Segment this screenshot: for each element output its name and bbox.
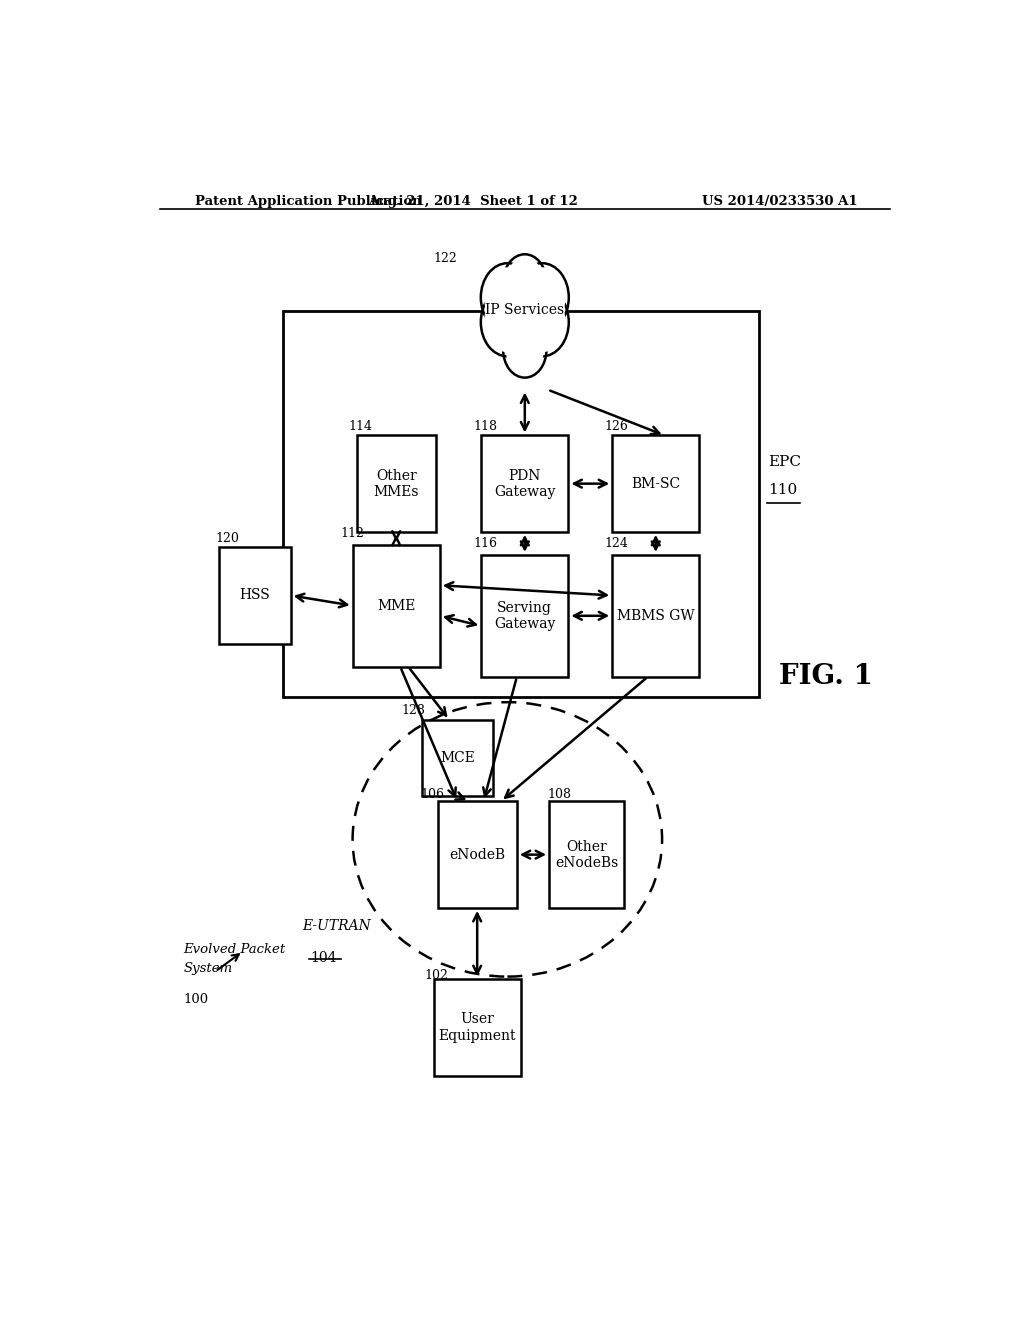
- Text: Other
MMEs: Other MMEs: [374, 469, 419, 499]
- Circle shape: [503, 322, 547, 378]
- Text: BM-SC: BM-SC: [631, 477, 680, 491]
- Circle shape: [506, 257, 544, 306]
- FancyBboxPatch shape: [481, 554, 568, 677]
- FancyBboxPatch shape: [433, 979, 521, 1076]
- FancyBboxPatch shape: [481, 436, 568, 532]
- Text: 100: 100: [183, 993, 209, 1006]
- Text: 118: 118: [473, 420, 498, 433]
- Text: 110: 110: [768, 483, 798, 496]
- FancyBboxPatch shape: [219, 548, 291, 644]
- Circle shape: [515, 263, 568, 331]
- Text: Aug. 21, 2014  Sheet 1 of 12: Aug. 21, 2014 Sheet 1 of 12: [369, 195, 579, 209]
- Text: 106: 106: [420, 788, 444, 801]
- Text: 114: 114: [348, 420, 373, 433]
- Text: Serving
Gateway: Serving Gateway: [495, 601, 555, 631]
- FancyBboxPatch shape: [612, 436, 699, 532]
- Circle shape: [503, 255, 547, 310]
- Text: EPC: EPC: [768, 455, 802, 470]
- Text: 128: 128: [401, 705, 426, 718]
- Text: IP Services: IP Services: [485, 302, 564, 317]
- FancyBboxPatch shape: [352, 545, 440, 667]
- Text: 120: 120: [215, 532, 240, 545]
- Text: E-UTRAN: E-UTRAN: [303, 919, 372, 933]
- Circle shape: [481, 288, 535, 356]
- Text: 102: 102: [424, 969, 447, 982]
- Text: System: System: [183, 961, 232, 974]
- Ellipse shape: [352, 702, 663, 977]
- Text: Evolved Packet: Evolved Packet: [183, 944, 286, 956]
- Circle shape: [518, 267, 565, 327]
- Circle shape: [518, 292, 565, 352]
- FancyBboxPatch shape: [283, 312, 759, 697]
- Text: 108: 108: [547, 788, 571, 801]
- FancyBboxPatch shape: [437, 801, 517, 908]
- Text: 126: 126: [604, 420, 628, 433]
- Text: 112: 112: [341, 527, 365, 540]
- Circle shape: [481, 263, 535, 331]
- Text: HSS: HSS: [240, 589, 270, 602]
- FancyBboxPatch shape: [422, 719, 494, 796]
- Text: PDN
Gateway: PDN Gateway: [495, 469, 555, 499]
- Text: MCE: MCE: [440, 751, 475, 766]
- Circle shape: [484, 292, 531, 352]
- Text: User
Equipment: User Equipment: [438, 1012, 516, 1043]
- FancyBboxPatch shape: [612, 554, 699, 677]
- Text: FIG. 1: FIG. 1: [778, 663, 872, 690]
- Circle shape: [506, 326, 544, 375]
- Text: 116: 116: [473, 537, 498, 549]
- Text: Other
eNodeBs: Other eNodeBs: [555, 840, 618, 870]
- Circle shape: [484, 267, 531, 327]
- Text: 122: 122: [433, 252, 458, 265]
- Text: Patent Application Publication: Patent Application Publication: [196, 195, 422, 209]
- Text: eNodeB: eNodeB: [450, 847, 505, 862]
- Text: 124: 124: [604, 537, 628, 549]
- Text: MME: MME: [377, 598, 416, 612]
- Text: US 2014/0233530 A1: US 2014/0233530 A1: [702, 195, 858, 209]
- Text: MBMS GW: MBMS GW: [616, 609, 694, 623]
- Text: 104: 104: [310, 952, 337, 965]
- FancyBboxPatch shape: [549, 801, 625, 908]
- FancyBboxPatch shape: [356, 436, 436, 532]
- Circle shape: [515, 288, 568, 356]
